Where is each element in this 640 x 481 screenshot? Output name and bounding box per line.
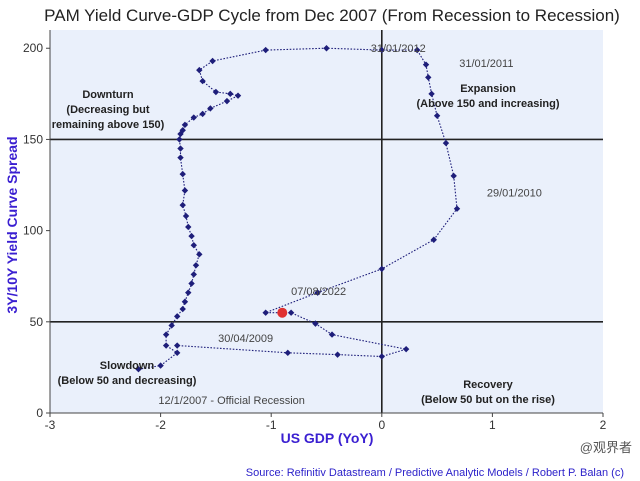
- data-point: [188, 232, 195, 240]
- data-point: [162, 331, 170, 338]
- data-point: [284, 349, 291, 357]
- data-point: [430, 236, 437, 243]
- point-label: 29/01/2010: [487, 187, 542, 199]
- data-point: [185, 223, 192, 231]
- data-point: [173, 313, 181, 320]
- x-tick-label: -1: [266, 418, 277, 432]
- data-point: [207, 105, 214, 112]
- data-point: [287, 309, 295, 316]
- data-point: [135, 366, 142, 373]
- data-point: [328, 331, 336, 338]
- y-tick-label: 50: [30, 315, 44, 329]
- data-point: [378, 265, 385, 273]
- data-point: [176, 136, 183, 143]
- data-point: [179, 127, 186, 134]
- quadrant-label: Expansion: [460, 83, 516, 95]
- quadrant-label: (Decreasing but: [66, 104, 149, 116]
- chart-title: PAM Yield Curve-GDP Cycle from Dec 2007 …: [44, 6, 620, 25]
- data-point: [185, 289, 192, 296]
- quadrant-label: remaining above 150): [52, 119, 165, 131]
- data-point: [173, 342, 181, 349]
- data-point: [181, 187, 189, 194]
- data-point: [190, 242, 197, 249]
- x-tick-label: 1: [489, 418, 496, 432]
- data-point: [262, 309, 269, 316]
- data-point: [181, 298, 189, 305]
- data-point: [190, 271, 197, 278]
- data-point: [378, 353, 385, 360]
- data-point: [227, 90, 234, 98]
- quadrant-label: (Below 50 and decreasing): [58, 375, 197, 387]
- quadrant-label: Downturn: [82, 89, 134, 101]
- source-note: Source: Refinitiv Datastream / Predictiv…: [246, 467, 624, 479]
- data-point: [262, 46, 269, 54]
- data-point: [234, 92, 242, 99]
- data-point: [212, 88, 220, 96]
- data-point: [182, 212, 190, 220]
- data-point: [450, 172, 457, 180]
- y-axis-ticks: 0 50 100 150 200: [23, 30, 51, 420]
- data-point: [378, 46, 385, 54]
- data-point: [428, 90, 435, 98]
- data-point: [199, 110, 206, 118]
- point-label: 07/08/2022: [291, 286, 346, 298]
- data-point: [223, 97, 231, 105]
- data-point: [312, 320, 319, 327]
- current-point-marker: [277, 307, 288, 318]
- point-label: 31/01/2012: [371, 43, 426, 55]
- point-label: 12/1/2007 - Official Recession: [158, 395, 305, 407]
- data-point: [413, 46, 421, 54]
- data-point: [168, 322, 175, 329]
- data-point: [314, 289, 321, 296]
- reference-lines: [50, 30, 603, 413]
- data-point: [162, 342, 170, 349]
- series-markers: [135, 45, 461, 373]
- data-point: [442, 139, 450, 147]
- data-point: [190, 114, 197, 121]
- y-tick-label: 200: [23, 41, 43, 55]
- data-point: [181, 121, 189, 129]
- point-labels: 31/01/2012 31/01/2011 29/01/2010 07/08/2022…: [158, 43, 542, 407]
- data-point: [173, 349, 181, 357]
- data-point: [425, 74, 432, 81]
- y-axis-label: 3Y/10Y Yield Curve Spread: [4, 136, 20, 313]
- y-tick-label: 100: [23, 224, 43, 238]
- data-point: [192, 262, 200, 269]
- watermark: @观界者: [580, 440, 632, 455]
- data-point: [196, 66, 203, 74]
- x-tick-label: -2: [155, 418, 166, 432]
- x-tick-label: -3: [45, 418, 56, 432]
- data-point: [196, 251, 203, 258]
- plot-area: [50, 30, 603, 413]
- quadrant-label: Slowdown: [100, 360, 155, 372]
- y-tick-label: 150: [23, 132, 43, 146]
- data-point: [179, 201, 186, 209]
- data-point: [209, 57, 216, 65]
- y-tick-label: 0: [36, 406, 43, 420]
- quadrant-label: (Above 150 and increasing): [416, 98, 559, 110]
- data-point: [334, 351, 341, 358]
- x-axis-ticks: -3 -2 -1 0 1 2: [45, 412, 607, 432]
- quadrant-labels: Downturn (Decreasing but remaining above 1…: [52, 83, 560, 406]
- data-point: [402, 345, 410, 353]
- data-point: [157, 362, 164, 369]
- data-point: [188, 280, 195, 287]
- data-point: [177, 154, 184, 161]
- data-point: [433, 112, 441, 119]
- x-axis-label: US GDP (YoY): [281, 430, 374, 446]
- quadrant-label: (Below 50 but on the rise): [421, 394, 555, 406]
- data-point: [323, 45, 330, 52]
- data-point: [177, 145, 184, 152]
- data-point: [199, 77, 206, 85]
- x-tick-label: 2: [600, 418, 607, 432]
- point-label: 30/04/2009: [218, 333, 273, 345]
- point-label: 31/01/2011: [459, 58, 513, 70]
- data-point: [179, 305, 186, 313]
- data-point: [453, 205, 461, 212]
- data-point: [422, 61, 430, 68]
- quadrant-label: Recovery: [463, 379, 513, 391]
- data-point: [179, 170, 186, 178]
- x-tick-label: 0: [378, 418, 385, 432]
